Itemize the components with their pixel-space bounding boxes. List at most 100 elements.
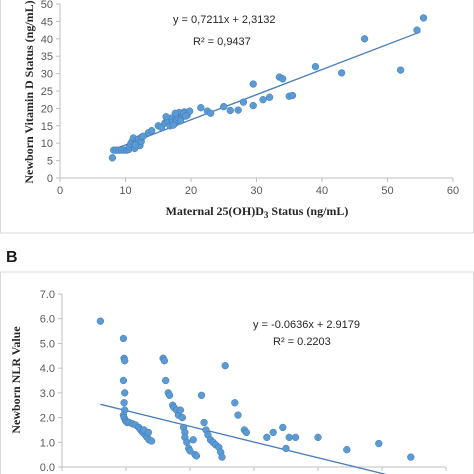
panel-b-data-point [119,376,128,385]
panel-a-y-tick-label: 50 [41,0,53,11]
panel-a-y-tick-label: 40 [41,34,53,46]
panel-b-data-point [144,428,153,437]
panel-a-y-tick-label: 30 [41,69,53,81]
panel-b-data-point [242,428,250,437]
panel-b-data-point [200,418,208,427]
panel-b-data-point [263,433,271,441]
panel-a-data-point [148,127,156,135]
panel-b-data-point [279,423,287,432]
panel-b-data-point [269,428,277,437]
panel-a-x-tick-label: 0 [57,185,63,197]
panel-a-data-point [279,75,287,83]
panel-b-frame [0,271,474,474]
panel-a-x-tick-label: 20 [185,185,197,197]
panel-a-data-point [288,91,297,100]
panel-b-data-point [165,391,174,399]
panel-b-points [96,317,415,461]
panel-b-r-squared: R² = 0.2203 [273,336,331,348]
panel-a-data-point [249,101,257,110]
panel-b-data-point [189,436,197,444]
panel-b-y-tick-label: 2.0 [40,413,55,425]
panel-b-data-point [119,334,128,343]
panel-a-y-tick-label: 15 [41,121,53,133]
panel-b-data-point [121,357,129,365]
panel-a-data-point [162,113,170,121]
panel-a-data-point [234,106,242,114]
panel-a-x-tick-label: 30 [250,185,262,197]
panel-a-y-tick-label: 0 [47,173,53,185]
panel-a-data-point [360,35,369,43]
panel-a-y-tick-label: 20 [41,103,53,115]
panel-b-y-tick-label: 6.0 [40,314,55,326]
panel-a-x-axis-title: Maternal 25(OH)D3 Status (ng/mL) [166,204,349,220]
panel-a-x-tick-label: 60 [447,185,459,197]
panel-a-data-point [220,103,228,111]
panel-a-axes: 0 5 10 15 20 25 30 35 40 45 50 0 10 20 30 40 50 60 [41,0,459,197]
panel-a-y-axis-title: Newborn Vitamin D Status (ng/mL) [22,0,36,183]
panel-b-axes: 0.0 1.0 2.0 3.0 4.0 5.0 6.0 7.0 [40,289,447,474]
panel-b-y-tick-label: 1.0 [40,437,55,449]
panel-a-points [108,14,428,162]
panel-a-data-point [176,117,185,125]
panel-b-data-point [231,399,239,407]
panel-a-data-point [419,14,428,22]
panel-a-data-point [131,141,139,149]
panel-b-y-tick-label: 3.0 [40,388,55,400]
panel-b-y-tick-label: 7.0 [40,289,55,301]
panel-a-data-point [197,104,205,112]
panel-b-data-point [285,433,293,441]
panel-a-equation: y = 0,7211x + 2,3132 [173,14,276,26]
panel-b-data-point [291,433,300,441]
panel-b-data-point [160,357,169,365]
panel-a-y-tick-label: 25 [41,86,53,98]
panel-b-data-point [147,437,156,445]
panel-b-data-point [121,389,129,397]
panel-a-y-tick-label: 45 [41,16,53,28]
panel-b-data-point [183,438,191,446]
panel-a-x-tick-label: 40 [316,185,328,197]
panel-a-data-point [169,121,177,129]
panel-b-data-point [96,317,105,325]
panel-a-data-point [139,132,147,140]
panel-a-r-squared: R² = 0,9437 [193,36,251,48]
panel-b-label: B [6,249,18,266]
panel-b-y-axis-title: Newborn NLR Value [9,326,23,434]
panel-a-data-point [207,109,215,117]
panel-a-x-tick-label: 50 [381,185,393,197]
panel-a-data-point [338,69,346,77]
panel-b-y-tick-label: 4.0 [40,363,55,375]
panel-b-data-point [407,453,415,461]
panel-a-data-point [265,93,274,101]
panel-b-y-tick-label: 5.0 [40,338,55,350]
panel-a-data-point [171,109,179,117]
panel-a-y-tick-label: 5 [47,156,53,168]
panel-b-data-point [186,447,194,455]
panel-a-y-tick-label: 10 [41,138,53,150]
panel-a-data-point [259,96,267,104]
chart-panel-b: B 0.0 1.0 2.0 3.0 4.0 5.0 6.0 7.0 y = -0.0636x … [0,249,474,474]
chart-panel-a: 0 5 10 15 20 25 30 35 40 45 50 0 10 20 30 40 50 60 y = 0,… [0,0,474,234]
panel-b-data-point [218,453,226,461]
panel-a-data-point [239,98,248,106]
panel-a-data-point [182,112,190,120]
panel-b-data-point [162,376,170,385]
panel-b-data-point [343,446,351,454]
panel-b-data-point [221,362,229,370]
panel-b-data-point [375,439,383,448]
panel-b-data-point [282,444,290,453]
panel-b-data-point [234,411,242,419]
panel-a-data-point [226,106,234,115]
panel-b-data-point [178,413,186,422]
panel-b-data-point [197,391,206,399]
panel-b-data-point [120,399,128,407]
panel-a-data-point [249,80,257,88]
panel-a-y-tick-label: 35 [41,51,53,63]
panel-a-x-tick-label: 10 [119,185,131,197]
panel-b-data-point [176,406,185,414]
panel-a-data-point [413,26,421,34]
panel-a-data-point [108,154,117,162]
panel-b-equation: y = -0.0636x + 2.9179 [253,319,360,331]
panel-b-data-point [192,452,201,460]
panel-a-frame [0,0,474,234]
